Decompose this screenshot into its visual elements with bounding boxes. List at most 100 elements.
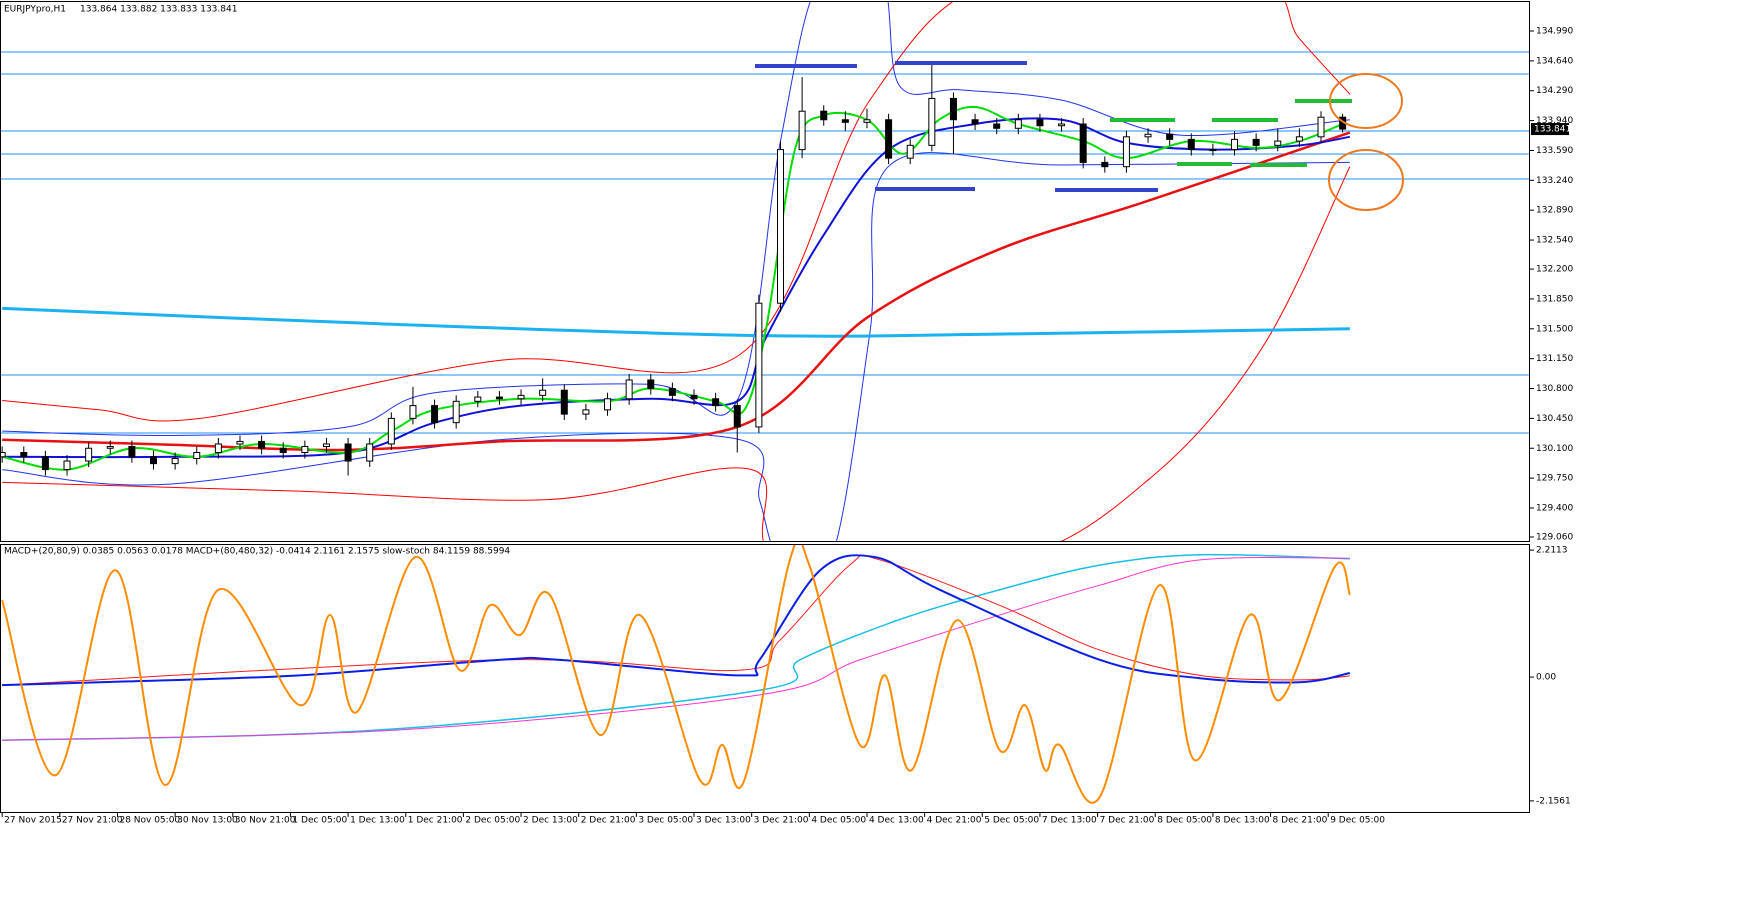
candle-body — [928, 97, 936, 146]
candle-body — [431, 405, 439, 424]
candle-body — [733, 405, 741, 428]
drawn-circle — [1328, 149, 1404, 211]
y-tick-label: -2.1561 — [1536, 796, 1571, 806]
indicator-line — [2, 556, 1350, 741]
y-tick-label: 0.00 — [1536, 673, 1556, 683]
y-tick-label: 132.200 — [1536, 265, 1573, 275]
candle-body — [1209, 149, 1217, 152]
candle-body — [1058, 123, 1066, 127]
candle-body — [885, 119, 893, 159]
x-tick-label: 9 Dec 05:00 — [1330, 816, 1385, 826]
y-tick-label: 130.800 — [1536, 384, 1573, 394]
x-tick-label: 7 Dec 21:00 — [1100, 816, 1155, 826]
candle-body — [1231, 138, 1239, 151]
candle-body — [279, 447, 287, 454]
y-tick-label: 132.890 — [1536, 206, 1573, 216]
candle-body — [841, 119, 849, 123]
candle-body — [409, 405, 417, 419]
candle-body — [0, 452, 6, 458]
candle-body — [301, 446, 309, 454]
x-tick-label: 27 Nov 21:00 — [62, 816, 123, 826]
candle-body — [106, 446, 114, 449]
candle-body — [1079, 123, 1087, 163]
x-tick-label: 3 Dec 21:00 — [754, 816, 809, 826]
indicator-frame — [0, 544, 1530, 813]
x-tick-label: 27 Nov 2015 — [4, 816, 62, 826]
candle-body — [128, 446, 136, 458]
candle-body — [236, 440, 244, 445]
indicator-line — [2, 2, 1351, 422]
y-tick-label: 134.290 — [1536, 86, 1573, 96]
y-tick-label: 2.2113 — [1536, 546, 1568, 556]
symbol-title: EURJPYpro,H1 — [4, 5, 66, 15]
candle-body — [690, 394, 698, 400]
candle-body — [1274, 140, 1282, 146]
candle-body — [41, 456, 49, 471]
candle-body — [366, 443, 374, 462]
x-tick-label: 30 Nov 21:00 — [235, 816, 296, 826]
candle-body — [906, 144, 914, 159]
candle-body — [63, 460, 71, 471]
x-tick-label: 4 Dec 05:00 — [811, 816, 866, 826]
candle-body — [452, 400, 460, 424]
candle-body — [1317, 116, 1325, 138]
y-tick-label: 129.400 — [1536, 503, 1573, 513]
x-tick-label: 7 Dec 13:00 — [1042, 816, 1097, 826]
x-tick-label: 8 Dec 05:00 — [1157, 816, 1212, 826]
x-tick-label: 2 Dec 21:00 — [581, 816, 636, 826]
candle-body — [971, 119, 979, 125]
drawings — [755, 61, 1404, 211]
x-tick-label: 1 Dec 21:00 — [408, 816, 463, 826]
drawn-circle — [1329, 73, 1403, 129]
y-tick-label: 134.990 — [1536, 27, 1573, 37]
candle-body — [1101, 161, 1109, 168]
indicator-line — [2, 553, 1350, 741]
y-tick-label: 134.640 — [1536, 56, 1573, 66]
axes: 134.990 134.640 134.290 133.940 133.590 133.2… — [1, 27, 1573, 826]
x-tick-label: 1 Dec 05:00 — [292, 816, 347, 826]
indicator-line — [2, 152, 1350, 541]
y-tick-label: 130.450 — [1536, 414, 1573, 424]
y-tick-label: 133.940 — [1536, 116, 1573, 126]
candle-body — [1166, 133, 1174, 140]
price-frame — [0, 1, 1530, 542]
x-tick-label: 3 Dec 13:00 — [696, 816, 751, 826]
indicator-line — [2, 166, 1351, 541]
candle-body — [20, 452, 28, 458]
candle-body — [1122, 136, 1130, 168]
candle-body — [387, 417, 395, 445]
x-tick-label: 30 Nov 13:00 — [177, 816, 238, 826]
candle-body — [171, 457, 179, 465]
candle-body — [1295, 136, 1303, 142]
y-tick-label: 129.060 — [1536, 532, 1573, 542]
indicator-line — [1, 545, 1351, 804]
candle-body — [949, 97, 957, 121]
candle-body — [193, 452, 201, 459]
candle-body — [1144, 133, 1152, 138]
candle-body — [1036, 119, 1044, 127]
candle-body — [517, 394, 525, 400]
x-tick-label: 4 Dec 13:00 — [869, 816, 924, 826]
candle-body — [322, 443, 330, 448]
candle-body — [712, 398, 720, 407]
candle-body — [560, 389, 568, 415]
x-tick-label: 4 Dec 21:00 — [927, 816, 982, 826]
price-marker-label: 133.841 — [1534, 125, 1571, 135]
candle-body — [820, 110, 828, 121]
candle-body — [214, 443, 222, 454]
candle-body — [647, 379, 655, 390]
candle-body — [604, 398, 612, 411]
candle-body — [1252, 138, 1260, 146]
x-tick-label: 2 Dec 05:00 — [465, 816, 520, 826]
candle-body — [625, 379, 633, 400]
x-tick-label: 28 Nov 05:00 — [119, 816, 180, 826]
y-tick-label: 131.500 — [1536, 324, 1573, 334]
price-marker-box — [1531, 123, 1569, 136]
candle-body — [150, 456, 158, 465]
candle-body — [668, 388, 676, 396]
candle-body — [993, 123, 1001, 129]
candle-body — [344, 443, 352, 462]
ohlc-header: 133.864 133.882 133.833 133.841 — [80, 5, 237, 15]
candle-body — [1014, 119, 1022, 129]
